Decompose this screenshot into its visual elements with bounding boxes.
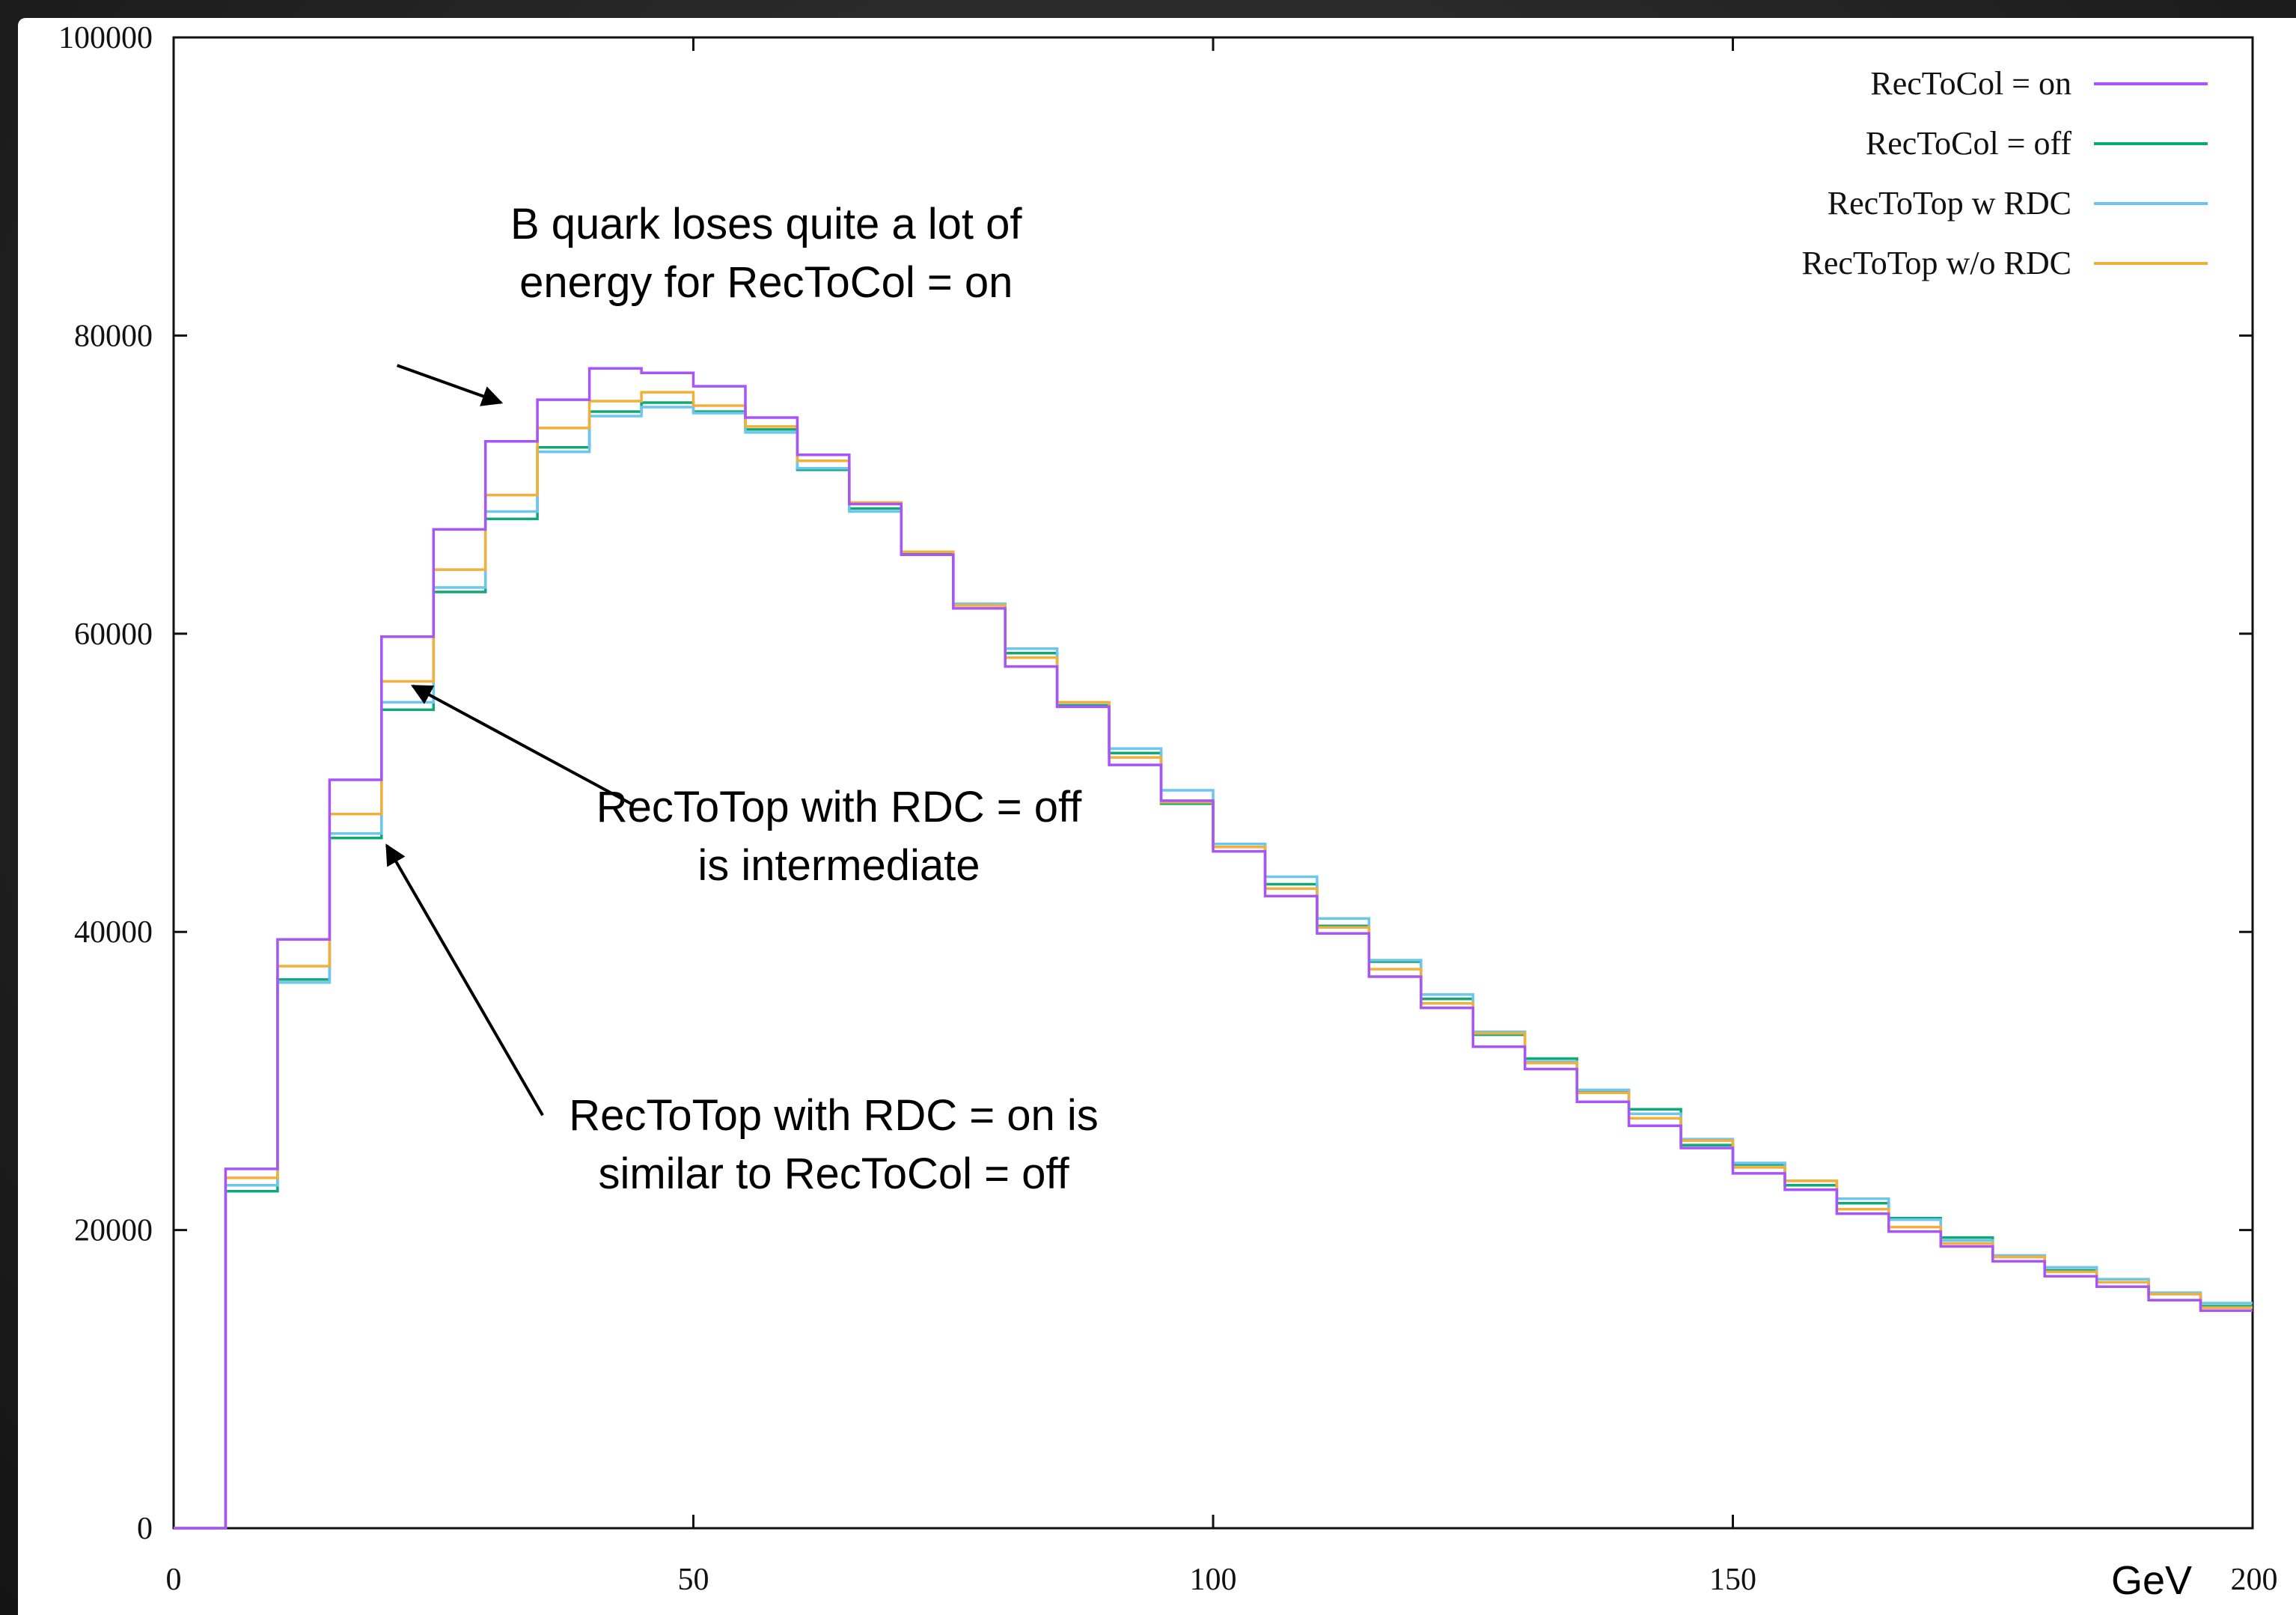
y-tick-label: 60000 <box>74 617 153 652</box>
legend-label-0: RecToCol = on <box>1870 65 2071 102</box>
plot-canvas <box>18 18 2296 1615</box>
legend: RecToCol = on RecToCol = off RecToTop w RD… <box>1802 65 2208 281</box>
y-tick-label: 80000 <box>74 319 153 353</box>
annotation-0-line-0: B quark loses quite a lot of <box>510 200 1022 248</box>
x-tick-label: 200 <box>2231 1563 2278 1597</box>
annotation-2-arrow <box>385 843 544 1117</box>
annotation-1-line-1: is intermediate <box>697 841 980 890</box>
x-tick-label: 150 <box>1709 1563 1756 1597</box>
x-axis-label: GeV <box>2111 1558 2192 1603</box>
legend-label-2: RecToTop w RDC <box>1828 185 2071 222</box>
y-tick-label: 0 <box>137 1512 153 1546</box>
axes: 0 50 100 150 200 0 20000 40000 60000 80000 100000 G… <box>58 21 2278 1603</box>
series-line-3 <box>174 391 2253 1530</box>
annotations: B quark loses quite a lot of energy for R… <box>385 200 1099 1198</box>
legend-label-3: RecToTop w/o RDC <box>1802 245 2072 281</box>
series-lines <box>174 367 2253 1530</box>
legend-label-1: RecToCol = off <box>1866 125 2071 162</box>
x-tick-label: 50 <box>678 1563 709 1597</box>
annotation-2-line-0: RecToTop with RDC = on is <box>569 1091 1099 1140</box>
x-tick-label: 100 <box>1190 1563 1237 1597</box>
annotation-0-arrow <box>396 364 504 406</box>
annotation-1-line-0: RecToTop with RDC = off <box>596 783 1082 831</box>
annotation-0-line-1: energy for RecToCol = on <box>519 258 1013 307</box>
y-tick-label: 100000 <box>58 21 153 55</box>
annotation-1-arrow <box>411 684 632 805</box>
annotation-2-line-1: similar to RecToCol = off <box>598 1150 1069 1198</box>
y-tick-label: 20000 <box>74 1214 153 1248</box>
series-line-2 <box>174 406 2253 1530</box>
x-tick-label: 0 <box>166 1563 182 1597</box>
y-tick-label: 40000 <box>74 915 153 950</box>
series-line-0 <box>174 367 2253 1530</box>
